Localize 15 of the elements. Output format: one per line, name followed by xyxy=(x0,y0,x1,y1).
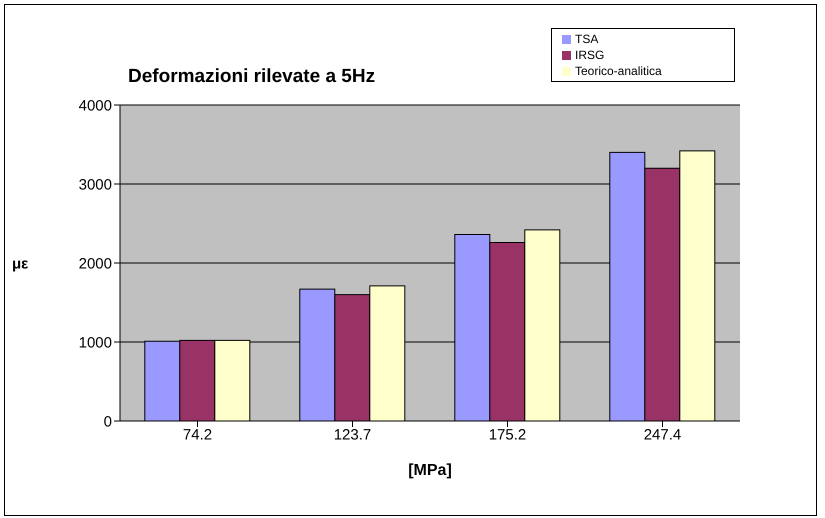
y-tick-label: 1000 xyxy=(78,334,112,352)
x-tick-label: 175.2 xyxy=(488,426,526,444)
legend-label: TSA xyxy=(575,32,598,46)
x-tick-label: 123.7 xyxy=(334,426,372,444)
chart-title: Deformazioni rilevate a 5Hz xyxy=(128,66,376,88)
legend-label: Teorico-analitica xyxy=(575,64,662,78)
y-tick-label: 2000 xyxy=(78,255,112,272)
y-tick-label: 0 xyxy=(104,413,112,430)
legend-label: IRSG xyxy=(575,48,604,62)
x-axis-title: [MPa] xyxy=(408,462,452,479)
y-axis-title: με xyxy=(12,255,28,272)
x-tick-label: 74.2 xyxy=(182,426,212,444)
y-tick-label: 3000 xyxy=(78,176,112,194)
x-tick-label: 247.4 xyxy=(644,426,682,444)
y-tick-label: 4000 xyxy=(78,97,112,114)
